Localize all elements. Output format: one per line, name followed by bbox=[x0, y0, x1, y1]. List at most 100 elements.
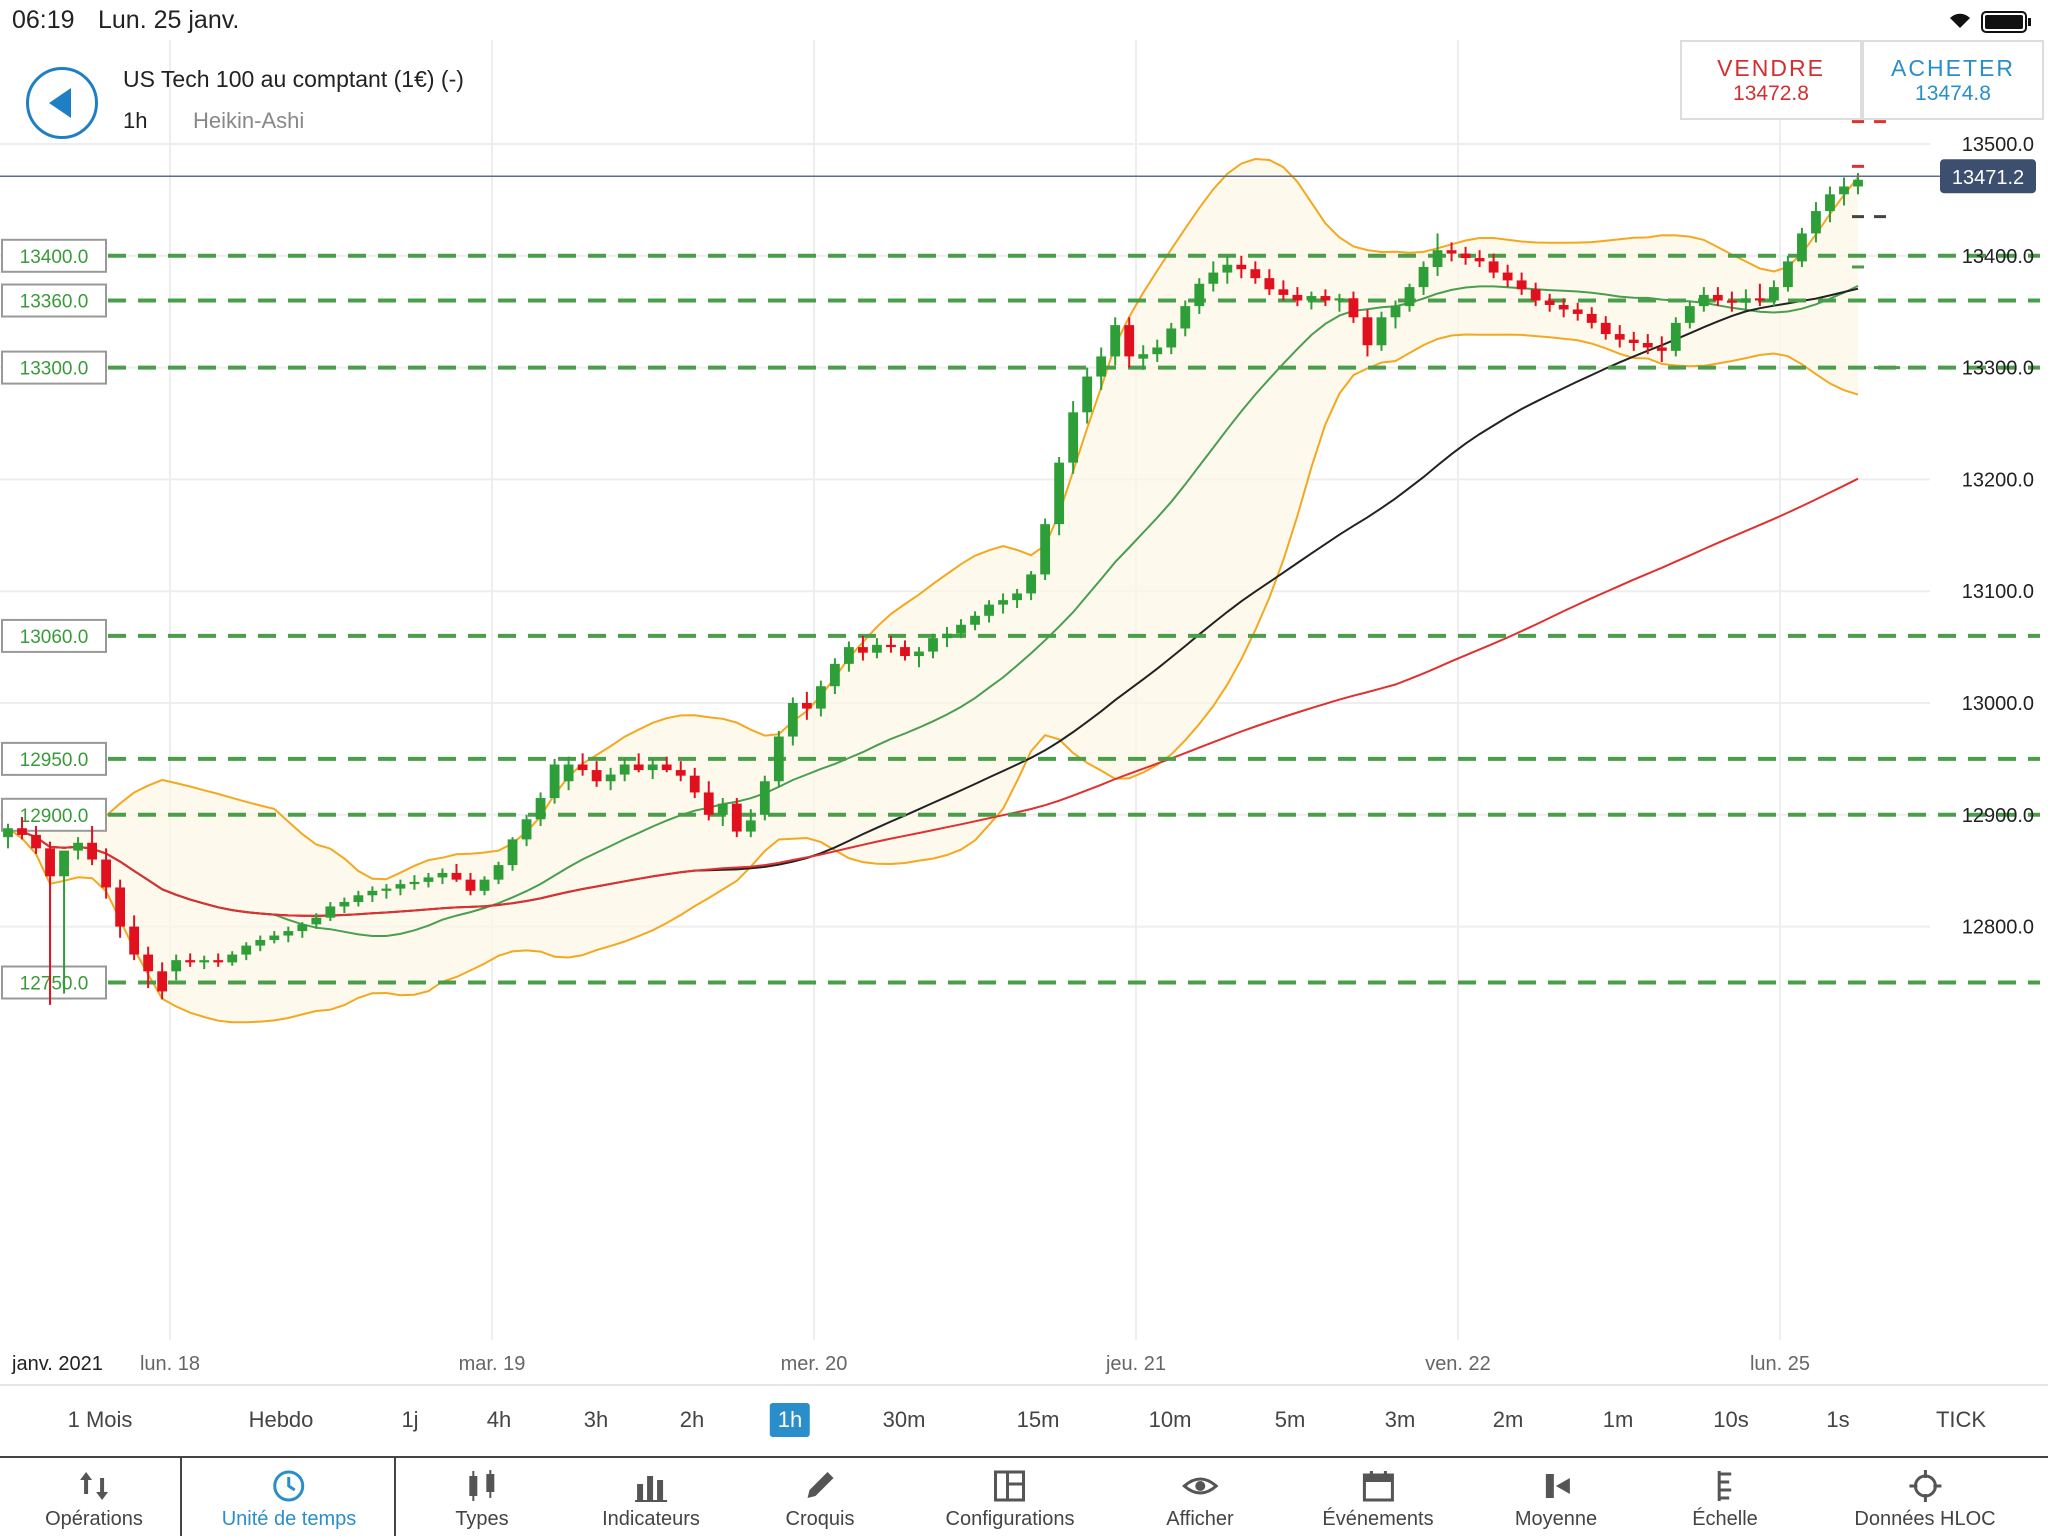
toolbar-item-label: Indicateurs bbox=[602, 1508, 700, 1530]
toolbar-item[interactable]: Croquis bbox=[785, 1458, 855, 1538]
candle-body bbox=[325, 906, 336, 918]
candle-body bbox=[395, 884, 406, 889]
chart-type-label[interactable]: Heikin-Ashi bbox=[193, 108, 305, 133]
toolbar-item[interactable]: Échelle bbox=[1692, 1458, 1758, 1538]
timeframe-label[interactable]: 1h bbox=[123, 108, 148, 133]
timeframe-option[interactable]: 1 Mois bbox=[67, 1407, 133, 1432]
timeframe-option[interactable]: 1m bbox=[1602, 1407, 1634, 1432]
candle-body bbox=[549, 764, 560, 799]
instrument-title: US Tech 100 au comptant (1€) (-) bbox=[123, 66, 464, 92]
timeframe-option[interactable]: 30m bbox=[882, 1407, 926, 1432]
candle-body bbox=[115, 887, 126, 927]
candle-body bbox=[1811, 211, 1821, 234]
timeframe-option[interactable]: TICK bbox=[1935, 1407, 1987, 1432]
candle-body bbox=[1348, 298, 1359, 318]
toolbar-active-tab-frame bbox=[180, 1456, 396, 1536]
scale-icon bbox=[1717, 1471, 1731, 1501]
candle-body bbox=[970, 615, 980, 625]
toolbar-item-label: Types bbox=[455, 1508, 509, 1530]
toolbar-item-label: Croquis bbox=[785, 1508, 855, 1530]
timeframe-option[interactable]: 2m bbox=[1492, 1407, 1524, 1432]
level-tag-label: 13400.0 bbox=[20, 247, 89, 268]
toolbar-item[interactable]: Événements bbox=[1322, 1458, 1434, 1538]
candle-body bbox=[535, 798, 546, 820]
candle-body bbox=[1124, 325, 1135, 357]
toolbar-item[interactable]: Opérations bbox=[45, 1458, 143, 1538]
candle-body bbox=[1628, 339, 1639, 344]
candle-body bbox=[914, 651, 924, 657]
candle-body bbox=[633, 764, 644, 771]
status-date: Lun. 25 janv. bbox=[98, 6, 240, 34]
timeframe-option[interactable]: 15m bbox=[1016, 1407, 1060, 1432]
wifi-battery-icon bbox=[1950, 11, 2031, 33]
candle-body bbox=[157, 971, 168, 992]
status-time: 06:19 bbox=[12, 6, 75, 34]
bar-chart-icon bbox=[635, 1476, 667, 1502]
candle-body bbox=[703, 792, 714, 815]
candle-body bbox=[717, 803, 728, 815]
candle-body bbox=[928, 638, 938, 652]
candle-body bbox=[858, 647, 868, 653]
candle-body bbox=[45, 848, 55, 877]
candle-body bbox=[479, 879, 490, 891]
candle-body bbox=[984, 604, 994, 616]
y-axis-tick-label: 13200.0 bbox=[1962, 469, 2034, 491]
buy-button[interactable]: ACHETER 13474.8 bbox=[1862, 40, 2044, 120]
candle-body bbox=[213, 960, 224, 963]
toolbar-item[interactable]: Indicateurs bbox=[602, 1458, 700, 1538]
candle-body bbox=[1390, 306, 1401, 318]
y-axis-tick-label: 13300.0 bbox=[1962, 358, 2034, 380]
candle-body bbox=[255, 940, 266, 946]
candle-body bbox=[619, 764, 630, 775]
toolbar-item[interactable]: Configurations bbox=[946, 1458, 1074, 1538]
candle-body bbox=[563, 764, 574, 782]
timeframe-option[interactable]: Hebdo bbox=[248, 1407, 314, 1432]
toolbar-item[interactable]: Afficher bbox=[1166, 1458, 1234, 1538]
candle-body bbox=[1446, 250, 1457, 254]
timeframe-option[interactable]: 3m bbox=[1384, 1407, 1416, 1432]
back-button[interactable] bbox=[26, 67, 98, 139]
candle-body bbox=[101, 859, 112, 888]
level-tag-box bbox=[1, 965, 107, 1000]
sell-button[interactable]: VENDRE 13472.8 bbox=[1680, 40, 1862, 120]
bottom-toolbar: Opérations Unité de temps Types Indicateurs… bbox=[0, 1456, 2048, 1538]
x-axis-corner-label: janv. 2021 bbox=[11, 1353, 103, 1375]
timeframe-option[interactable]: 4h bbox=[486, 1407, 512, 1432]
x-axis-tick-label: mer. 20 bbox=[781, 1353, 848, 1375]
level-tag-box bbox=[1, 283, 107, 318]
candle-body bbox=[297, 924, 308, 932]
timeframe-option[interactable]: 2h bbox=[679, 1407, 705, 1432]
timeframe-option[interactable]: 1h bbox=[769, 1403, 811, 1437]
candle-body bbox=[1530, 289, 1541, 301]
level-tag-box bbox=[1, 797, 107, 832]
candle-body bbox=[1797, 233, 1807, 262]
price-chart[interactable]: 13400.0 13360.0 13300.0 13060.0 12950.0 12900… bbox=[0, 0, 2048, 1384]
candle-body bbox=[1516, 280, 1527, 290]
candle-body bbox=[1712, 294, 1723, 301]
candle-body bbox=[1278, 289, 1289, 295]
candle-body bbox=[689, 775, 700, 793]
candle-body bbox=[731, 803, 742, 832]
toolbar-item[interactable]: Données HLOC bbox=[1854, 1458, 1996, 1538]
timeframe-option[interactable]: 1s bbox=[1826, 1407, 1850, 1432]
candle-body bbox=[647, 764, 658, 771]
timeframe-option[interactable]: 1j bbox=[401, 1407, 419, 1432]
timeframe-option[interactable]: 10m bbox=[1148, 1407, 1192, 1432]
candle-body bbox=[1306, 296, 1317, 301]
toolbar-item[interactable]: Moyenne bbox=[1515, 1458, 1597, 1538]
candle-body bbox=[59, 850, 69, 877]
toolbar-item[interactable]: Unité de temps bbox=[222, 1458, 356, 1538]
candle-body bbox=[437, 872, 448, 878]
candle-body bbox=[353, 895, 364, 903]
toolbar-item-label: Échelle bbox=[1692, 1508, 1758, 1530]
timeframe-option[interactable]: 10s bbox=[1713, 1407, 1749, 1432]
timeframe-option[interactable]: 3h bbox=[583, 1407, 609, 1432]
current-price-label: 13471.2 bbox=[1952, 167, 2024, 189]
timeframe-option[interactable]: 5m bbox=[1274, 1407, 1306, 1432]
candle-body bbox=[1236, 264, 1247, 270]
candle-body bbox=[773, 736, 784, 782]
toolbar-item[interactable]: Types bbox=[455, 1458, 509, 1538]
candle-body bbox=[1558, 304, 1569, 310]
candle-body bbox=[675, 770, 686, 776]
candle-body bbox=[1698, 294, 1709, 307]
